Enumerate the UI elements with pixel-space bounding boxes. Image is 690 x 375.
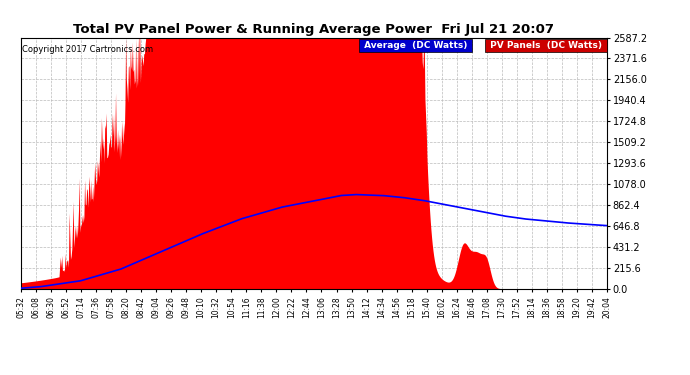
Text: PV Panels  (DC Watts): PV Panels (DC Watts) <box>487 41 605 50</box>
Text: Copyright 2017 Cartronics.com: Copyright 2017 Cartronics.com <box>22 45 153 54</box>
Text: Average  (DC Watts): Average (DC Watts) <box>361 41 471 50</box>
Title: Total PV Panel Power & Running Average Power  Fri Jul 21 20:07: Total PV Panel Power & Running Average P… <box>73 23 555 36</box>
